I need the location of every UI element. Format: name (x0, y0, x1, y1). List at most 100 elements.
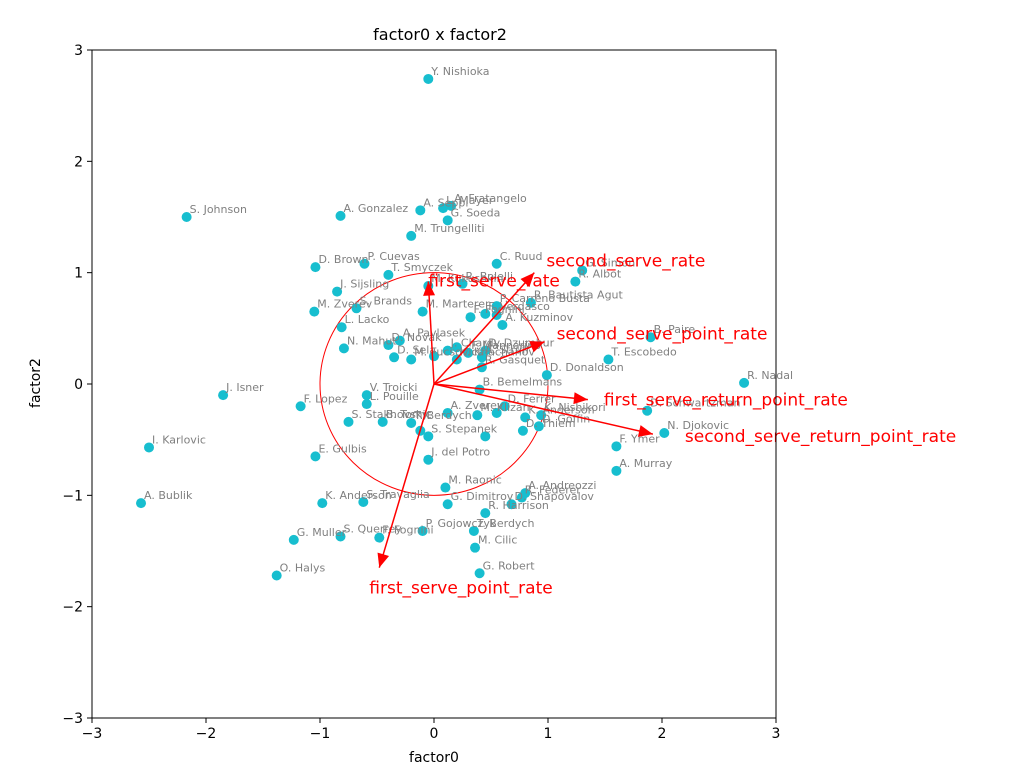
scatter-point (465, 312, 476, 323)
vector-label: second_serve_return_point_rate (685, 427, 956, 447)
scatter-point (358, 497, 369, 508)
scatter-point (463, 347, 474, 358)
scatter-point (309, 306, 320, 317)
point-label: R. Federer (525, 484, 582, 497)
vector-arrowhead (573, 392, 588, 405)
scatter-point (611, 465, 622, 476)
scatter-point (536, 410, 547, 421)
scatter-point (497, 319, 508, 330)
point-label: F. Verdasco (488, 300, 550, 313)
point-label: A. Murray (619, 457, 672, 470)
point-label: M. Fucsovics (414, 346, 483, 359)
point-label: M. Raonic (448, 474, 501, 487)
data-layer: Y. Nishioka S. Johnson A. Gonzalez A. Seppi… (136, 65, 956, 599)
point-label: K. Anderson (325, 489, 391, 502)
correlation-circle (319, 272, 549, 496)
point-label: A. Bublik (144, 489, 193, 502)
scatter-point (359, 258, 370, 269)
scatter-point (470, 542, 481, 553)
scatter-point (440, 482, 451, 493)
point-label: E. Gulbis (318, 442, 367, 455)
point-label: R. Bolelli (466, 270, 514, 283)
scatter-point (480, 431, 491, 442)
scatter-point (457, 278, 468, 289)
vector-arrowhead (520, 272, 535, 288)
scatter-point (520, 412, 531, 423)
scatter-point (442, 407, 453, 418)
point-label: R. Albot (578, 268, 622, 281)
point-label: A. Kuzminov (505, 311, 573, 324)
point-label: O. Halys (280, 561, 326, 574)
scatter-point (351, 303, 362, 314)
scatter-point (442, 345, 453, 356)
scatter-point (659, 427, 670, 438)
point-label: S. Stepanek (431, 422, 498, 435)
scatter-point (415, 205, 426, 216)
point-label: I. Karlovic (152, 433, 206, 446)
point-label: S. Johnson (190, 203, 247, 216)
scatter-point (570, 276, 581, 287)
vector-label: first_serve_return_point_rate (604, 391, 848, 411)
point-label: A. Struff (485, 343, 530, 356)
vector-arrowhead (529, 341, 545, 353)
scatter-point (406, 417, 417, 428)
vector-label: second_serve_rate (546, 252, 705, 272)
scatter-point (332, 286, 343, 297)
point-label: K. Anderson (528, 403, 594, 416)
point-label: D. Brown (318, 253, 368, 266)
scatter-point (383, 269, 394, 280)
point-label: S. Travaglia (366, 488, 429, 501)
scatter-point (317, 498, 328, 509)
point-label: T. Berdych (413, 409, 472, 422)
point-label: A. Fratangelo (454, 192, 527, 205)
scatter-point (417, 525, 428, 536)
scatter-point (491, 407, 502, 418)
scatter-point (517, 425, 528, 436)
point-label: J. Isner (225, 381, 264, 394)
point-label: R. Bautista Agut (534, 289, 624, 302)
scatter-point (491, 258, 502, 269)
x-tick-label: −3 (82, 726, 103, 742)
scatter-point (343, 416, 354, 427)
point-label: S. Stakhovsky (352, 408, 429, 421)
x-tick-label: 2 (658, 726, 667, 742)
point-label: G. Robert (483, 559, 536, 572)
scatter-point (218, 390, 229, 401)
scatter-point (383, 340, 394, 351)
scatter-point (423, 454, 434, 465)
scatter-point (423, 431, 434, 442)
x-axis-label: factor0 (409, 750, 459, 766)
y-tick-label: −3 (62, 711, 83, 727)
scatter-point (377, 416, 388, 427)
point-label: S. Querrey (344, 523, 403, 536)
point-label: F. Mannarino (471, 339, 541, 352)
scatter-point (394, 335, 405, 346)
vector-arrow (433, 383, 654, 435)
scatter-point (474, 384, 485, 395)
scatter-point (442, 499, 453, 510)
point-label: K. Khachanov (460, 346, 536, 359)
scatter-point (533, 421, 544, 432)
point-label: D. Thiem (526, 417, 576, 430)
point-label: F. Fognini (473, 303, 524, 316)
scatter-point (338, 343, 349, 354)
point-label: M. Klizan (480, 401, 529, 414)
x-tick-label: −2 (196, 726, 217, 742)
point-label: F. Ymer (619, 432, 660, 445)
y-tick-label: −1 (62, 488, 83, 504)
y-tick-label: −2 (62, 600, 83, 616)
scatter-point (541, 370, 552, 381)
scatter-point (335, 531, 346, 542)
point-label: L. Mayer (446, 194, 494, 207)
scatter-point (389, 352, 400, 363)
vector-label: second_serve_point_rate (557, 325, 768, 345)
point-label: V. Troicki (370, 381, 418, 394)
point-label: A. Pavlasek (403, 327, 466, 340)
scatter-point (603, 354, 614, 365)
scatter-point (472, 410, 483, 421)
vector-arrow (427, 281, 435, 385)
scatter-point (423, 73, 434, 84)
point-label: F. Lopez (304, 392, 348, 405)
point-label: D. Goffin (542, 412, 590, 425)
